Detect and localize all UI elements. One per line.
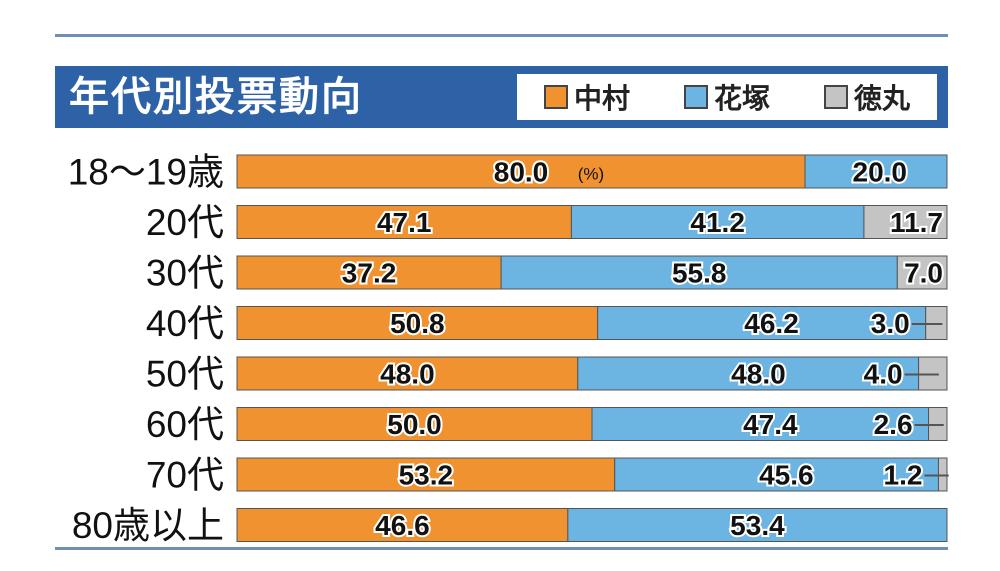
bar-segment-hanatsuka: [614, 457, 939, 492]
bar-segment-nakamura: [236, 356, 579, 391]
data-label: 37.2: [342, 258, 397, 289]
legend-label-nakamura: 中村: [573, 82, 630, 115]
data-label: 4.0: [864, 359, 903, 390]
legend-label-hanatsuka: 花塚: [713, 82, 770, 115]
category-label: 30代: [146, 253, 224, 294]
bar-segment-hanatsuka: [577, 356, 920, 391]
bar-segment-hanatsuka: [500, 255, 898, 290]
category-label: 70代: [146, 455, 224, 496]
data-label: 53.4: [730, 510, 785, 541]
legend-item-tokumaru: 徳丸: [823, 77, 910, 117]
data-label: 7.0: [904, 258, 943, 289]
legend-label-tokumaru: 徳丸: [853, 82, 910, 115]
data-label: 3.0: [871, 308, 910, 339]
data-label: 48.0: [380, 359, 435, 390]
category-label: 80歳以上: [72, 505, 224, 546]
data-label: 48.0: [731, 359, 786, 390]
bar-segment-hanatsuka: [567, 508, 948, 542]
data-label: 41.2: [690, 207, 745, 238]
category-label: 20代: [146, 202, 224, 243]
category-label: 40代: [146, 303, 224, 344]
data-label: 50.8: [390, 308, 445, 339]
data-label: 55.8: [672, 258, 727, 289]
bottom-rule: [55, 547, 948, 550]
unit-note: (%): [578, 165, 604, 184]
bar-segment-nakamura: [236, 457, 616, 492]
bar-segment-nakamura: [236, 508, 569, 542]
bar-segment-hanatsuka: [570, 205, 865, 239]
data-label: 1.2: [884, 460, 923, 491]
data-label: 80.0: [494, 157, 549, 188]
bar-segment-nakamura: [236, 205, 572, 239]
bar-segment-hanatsuka: [597, 306, 927, 340]
bar-segment-tokumaru: [863, 205, 948, 239]
data-label: 11.7: [890, 207, 943, 238]
legend-swatch-tokumaru: [823, 85, 848, 109]
data-label: 46.6: [375, 510, 430, 541]
bar-segment-nakamura: [236, 306, 599, 340]
legend-item-nakamura: 中村: [543, 77, 630, 117]
category-label: 50代: [146, 354, 224, 395]
data-label: 47.1: [377, 207, 432, 238]
data-label: 53.2: [399, 460, 454, 491]
legend-swatch-hanatsuka: [683, 85, 708, 109]
data-label: 2.6: [874, 409, 913, 440]
data-label: 45.6: [759, 460, 814, 491]
category-label: 60代: [146, 404, 224, 445]
chart-header: 年代別投票動向 中村 花塚 徳丸: [55, 66, 948, 128]
legend: 中村 花塚 徳丸: [517, 74, 937, 120]
bar-segment-hanatsuka: [804, 154, 948, 189]
legend-item-hanatsuka: 花塚: [683, 77, 770, 117]
bar-segment-tokumaru: [896, 255, 948, 290]
data-label: 50.0: [387, 409, 442, 440]
data-label: 46.2: [744, 308, 799, 339]
top-rule: [55, 34, 948, 37]
bar-segment-nakamura: [236, 255, 502, 290]
data-label: 20.0: [853, 157, 908, 188]
category-label: 18～19歳: [68, 152, 224, 193]
data-label: 47.4: [743, 409, 798, 440]
legend-swatch-nakamura: [543, 85, 568, 109]
bar-segment-nakamura: [236, 407, 593, 441]
chart-title: 年代別投票動向: [69, 74, 363, 120]
